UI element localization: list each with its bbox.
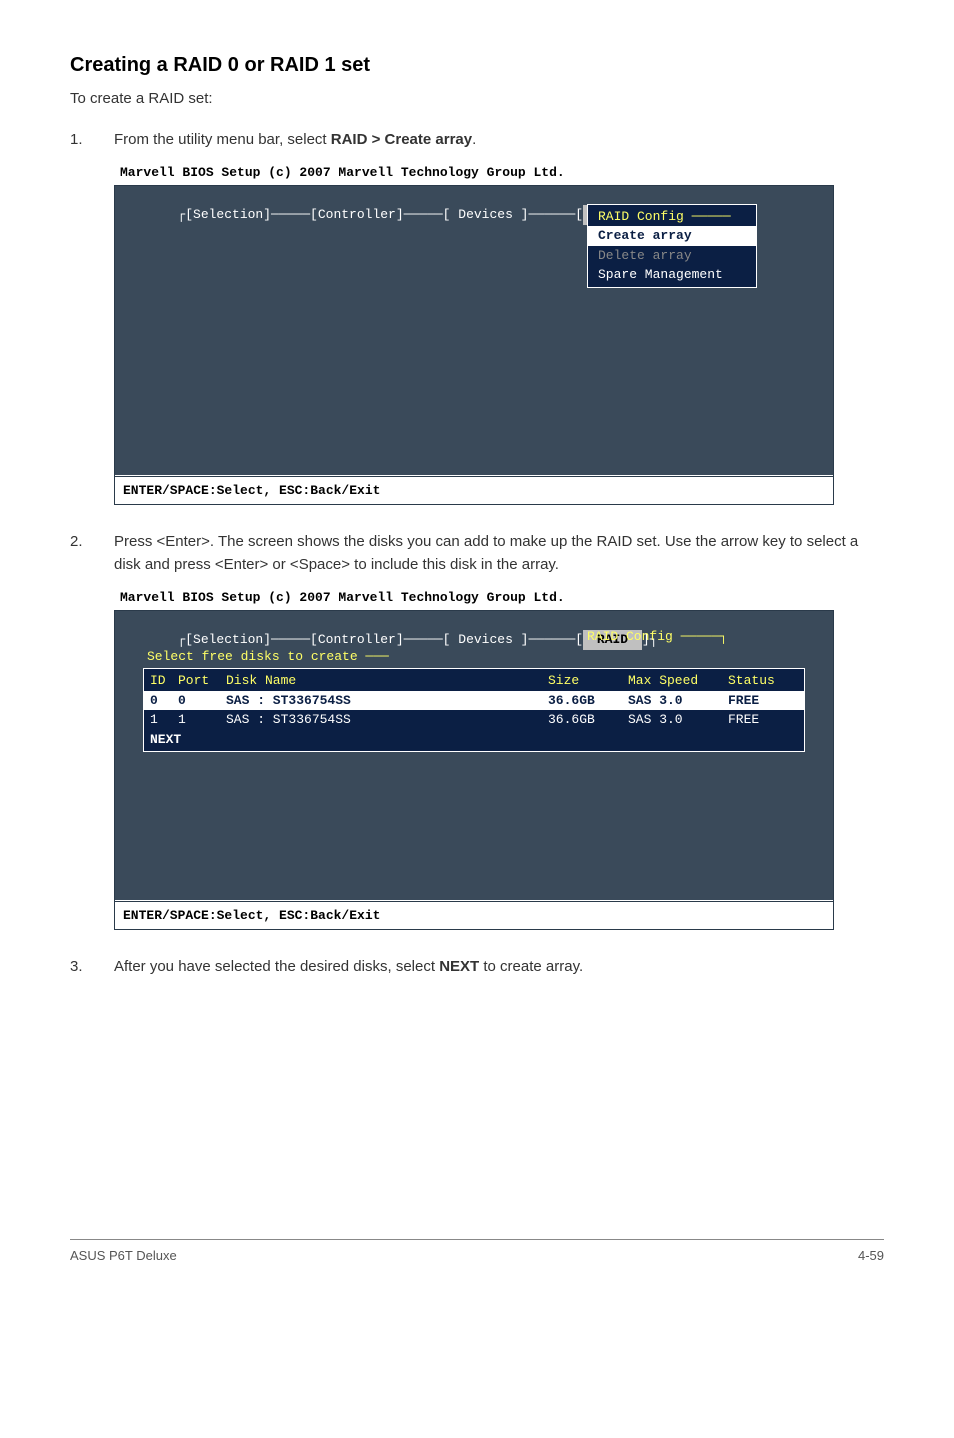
bios-panel-1: ┌[Selection]─────[Controller]─────[ Devi… bbox=[114, 185, 834, 477]
disk-row-1[interactable]: 1 1 SAS : ST336754SS 36.6GB SAS 3.0 FREE bbox=[144, 710, 804, 730]
step3-number: 3. bbox=[70, 956, 114, 979]
step1-text-b: . bbox=[472, 131, 476, 148]
select-disks-box: Select free disks to create ─── ID Port … bbox=[143, 647, 805, 753]
menu-delete-array[interactable]: Delete array bbox=[588, 246, 756, 266]
next-item[interactable]: NEXT bbox=[144, 730, 804, 750]
bios-footer-2: ENTER/SPACE:Select, ESC:Back/Exit bbox=[114, 902, 834, 931]
menu-spare-management[interactable]: Spare Management bbox=[588, 265, 756, 285]
step1-text-a: From the utility menu bar, select bbox=[114, 131, 331, 148]
step1-body: From the utility menu bar, select RAID >… bbox=[114, 129, 884, 152]
r0-name: SAS : ST336754SS bbox=[226, 691, 548, 711]
step-2: 2. Press <Enter>. The screen shows the d… bbox=[70, 531, 884, 576]
r0-speed: SAS 3.0 bbox=[628, 691, 728, 711]
footer-left: ASUS P6T Deluxe bbox=[70, 1246, 177, 1266]
raid-config-label: RAID Config ─────┐ bbox=[587, 627, 727, 647]
bios-title-1: Marvell BIOS Setup (c) 2007 Marvell Tech… bbox=[114, 161, 834, 185]
r1-status: FREE bbox=[728, 710, 798, 730]
step2-body: Press <Enter>. The screen shows the disk… bbox=[114, 531, 884, 576]
r0-status: FREE bbox=[728, 691, 798, 711]
bios-title-2: Marvell BIOS Setup (c) 2007 Marvell Tech… bbox=[114, 586, 834, 610]
r0-port: 0 bbox=[178, 691, 226, 711]
raid-menu-box: RAID Config ───── Create array Delete ar… bbox=[587, 204, 757, 288]
menu-create-array[interactable]: Create array bbox=[588, 226, 756, 246]
page-footer: ASUS P6T Deluxe 4-59 bbox=[70, 1239, 884, 1266]
step1-number: 1. bbox=[70, 129, 114, 152]
bios-main-1: ┌[Selection]─────[Controller]─────[ Devi… bbox=[115, 186, 833, 476]
step1-bold: RAID > Create array bbox=[331, 131, 472, 148]
step3-body: After you have selected the desired disk… bbox=[114, 956, 884, 979]
select-disks-title: Select free disks to create ─── bbox=[143, 647, 805, 667]
intro-text: To create a RAID set: bbox=[70, 88, 884, 111]
r0-id: 0 bbox=[150, 691, 178, 711]
disk-list: ID Port Disk Name Size Max Speed Status … bbox=[143, 668, 805, 752]
bios-tab-line-1: ┌[Selection]─────[Controller]─────[ Devi… bbox=[115, 186, 833, 202]
r1-name: SAS : ST336754SS bbox=[226, 710, 548, 730]
raid-menu-title: RAID Config ───── bbox=[588, 207, 756, 227]
disk-header-row: ID Port Disk Name Size Max Speed Status bbox=[144, 671, 804, 691]
hdr-speed: Max Speed bbox=[628, 671, 728, 691]
step-3: 3. After you have selected the desired d… bbox=[70, 956, 884, 979]
section-heading: Creating a RAID 0 or RAID 1 set bbox=[70, 50, 884, 80]
step2-number: 2. bbox=[70, 531, 114, 576]
hdr-name: Disk Name bbox=[226, 671, 548, 691]
r1-speed: SAS 3.0 bbox=[628, 710, 728, 730]
hdr-status: Status bbox=[728, 671, 798, 691]
bios-tab-line-2: ┌[Selection]─────[Controller]─────[ Devi… bbox=[115, 611, 833, 627]
step3-bold: NEXT bbox=[439, 958, 479, 975]
step3-text-a: After you have selected the desired disk… bbox=[114, 958, 439, 975]
r0-size: 36.6GB bbox=[548, 691, 628, 711]
r1-port: 1 bbox=[178, 710, 226, 730]
hdr-port: Port bbox=[178, 671, 226, 691]
step-1: 1. From the utility menu bar, select RAI… bbox=[70, 129, 884, 152]
bios-footer-1: ENTER/SPACE:Select, ESC:Back/Exit bbox=[114, 477, 834, 506]
bios-main-2: ┌[Selection]─────[Controller]─────[ Devi… bbox=[115, 611, 833, 901]
r1-id: 1 bbox=[150, 710, 178, 730]
hdr-id: ID bbox=[150, 671, 178, 691]
bios-panel-2: ┌[Selection]─────[Controller]─────[ Devi… bbox=[114, 610, 834, 902]
bios-figure-2: Marvell BIOS Setup (c) 2007 Marvell Tech… bbox=[114, 586, 834, 930]
hdr-size: Size bbox=[548, 671, 628, 691]
step3-text-b: to create array. bbox=[479, 958, 583, 975]
bios-figure-1: Marvell BIOS Setup (c) 2007 Marvell Tech… bbox=[114, 161, 834, 505]
r1-size: 36.6GB bbox=[548, 710, 628, 730]
footer-right: 4-59 bbox=[858, 1246, 884, 1266]
tabs-left: ┌[Selection]─────[Controller]─────[ Devi… bbox=[177, 205, 583, 225]
disk-row-0[interactable]: 0 0 SAS : ST336754SS 36.6GB SAS 3.0 FREE bbox=[144, 691, 804, 711]
